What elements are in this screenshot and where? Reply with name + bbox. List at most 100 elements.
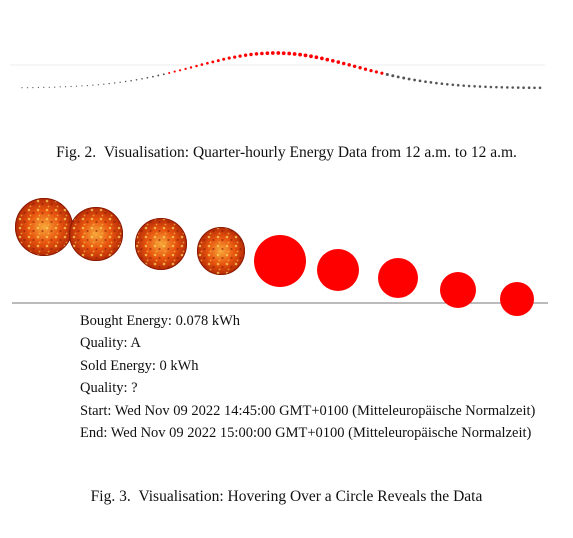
fig2-data-point [276,51,281,55]
fig2-data-point [309,54,313,59]
fig2-data-point [281,51,286,56]
fig2-data-point [456,83,460,87]
fig2-data-point [227,56,231,60]
fig2-data-point [489,85,493,89]
fig2-data-point [418,79,422,83]
fig2-data-point [249,52,253,57]
fig2-data-point [462,84,465,87]
fig2-data-point [243,53,248,57]
fig3-caption: Fig. 3. Visualisation: Hovering Over a C… [0,488,573,506]
tooltip-start-time: Start: Wed Nov 09 2022 14:45:00 GMT+0100… [80,402,536,419]
fig2-data-point [516,86,520,89]
fig2-data-point [374,70,378,74]
fig2-data-point [270,51,275,55]
fig2-data-point [484,85,487,89]
red-circle[interactable] [317,249,359,291]
fig2-data-point [385,72,389,77]
fig2-data-point [206,61,209,65]
fig2-data-point [402,76,406,80]
fig2-data-point [380,71,384,75]
fig2-data-point [511,86,514,89]
fig2-data-point [222,57,226,61]
fig2-data-point [440,82,444,86]
fig2-data-point [124,80,127,83]
fig2-data-point [429,81,433,84]
fig2-data-point [446,83,449,86]
fig2-data-point [26,87,29,89]
fig2-data-point [75,85,78,87]
fig2-data-point [86,85,88,87]
fig2-data-point [21,87,23,89]
fig2-data-point [538,86,542,90]
fig2-data-point [184,67,187,71]
fig2-caption-label: Fig. 2. [56,144,97,161]
fig2-data-point [265,51,270,56]
sun-textured-circle[interactable] [197,227,245,275]
tooltip-quality-sold: Quality: ? [80,380,138,397]
fig2-data-point [59,86,61,88]
fig2-data-point [391,74,395,78]
fig2-data-point [298,52,302,57]
fig2-data-point [130,79,132,82]
fig2-data-point [451,83,455,87]
fig2-data-point [189,66,193,69]
fig2-data-point [314,55,319,60]
fig2-dot-series [21,51,542,90]
fig2-data-point [500,86,504,89]
fig2-data-point [363,67,368,71]
fig2-data-point [292,52,297,56]
fig2-data-point [178,69,182,72]
hover-tooltip: Bought Energy: 0.078 kWh Quality: A Sold… [80,310,535,444]
fig2-data-point [32,87,34,89]
fig2-data-point [522,86,525,90]
fig2-data-point [43,86,45,88]
fig2-data-point [435,81,438,85]
fig2-data-point [506,86,509,89]
fig2-data-point [260,51,264,56]
fig2-data-point [347,63,351,67]
fig2-data-point [320,56,324,61]
fig2-data-point [533,86,536,90]
fig2-data-point [54,86,56,88]
fig2-data-point [352,64,357,69]
fig2-data-point [287,51,292,56]
fig2-data-point [146,76,149,79]
fig2-data-point [341,61,346,66]
fig2-data-point [81,85,83,87]
tooltip-quality-bought: Quality: A [80,335,141,352]
fig2-data-point [254,52,259,56]
sun-textured-circle[interactable] [135,218,187,270]
fig2-data-point [135,79,138,81]
tooltip-sold-energy: Sold Energy: 0 kWh [80,357,199,374]
red-circle[interactable] [440,272,476,308]
fig2-data-point [238,54,242,58]
fig2-data-point [114,82,116,84]
fig2-data-point [478,85,482,88]
fig2-data-point [303,53,308,58]
sun-textured-circle[interactable] [15,198,73,256]
fig2-data-point [162,73,165,76]
fig2-data-point [495,85,498,89]
fig2-data-point [467,84,471,88]
fig2-data-point [119,81,121,84]
tooltip-end-time: End: Wed Nov 09 2022 15:00:00 GMT+0100 (… [80,425,532,442]
red-circle[interactable] [378,258,418,298]
fig3-caption-label: Fig. 3. [90,488,131,505]
fig2-data-point [336,60,341,64]
fig2-data-point [330,58,335,63]
fig2-data-point [103,83,105,85]
fig2-data-point [173,70,176,73]
fig2-data-point [358,66,362,70]
sun-textured-circle[interactable] [69,207,123,261]
fig2-caption: Fig. 2. Visualisation: Quarter-hourly En… [0,144,573,162]
fig2-data-point [396,75,400,79]
fig2-data-point [108,82,110,85]
fig2-data-point [413,78,416,82]
fig2-data-point [424,80,427,84]
red-circle[interactable] [254,235,306,287]
fig2-data-point [97,84,99,86]
fig2-data-point [473,85,476,88]
red-circle[interactable] [500,282,534,316]
fig2-data-point [527,86,531,90]
fig2-caption-text: Visualisation: Quarter-hourly Energy Dat… [103,144,517,161]
